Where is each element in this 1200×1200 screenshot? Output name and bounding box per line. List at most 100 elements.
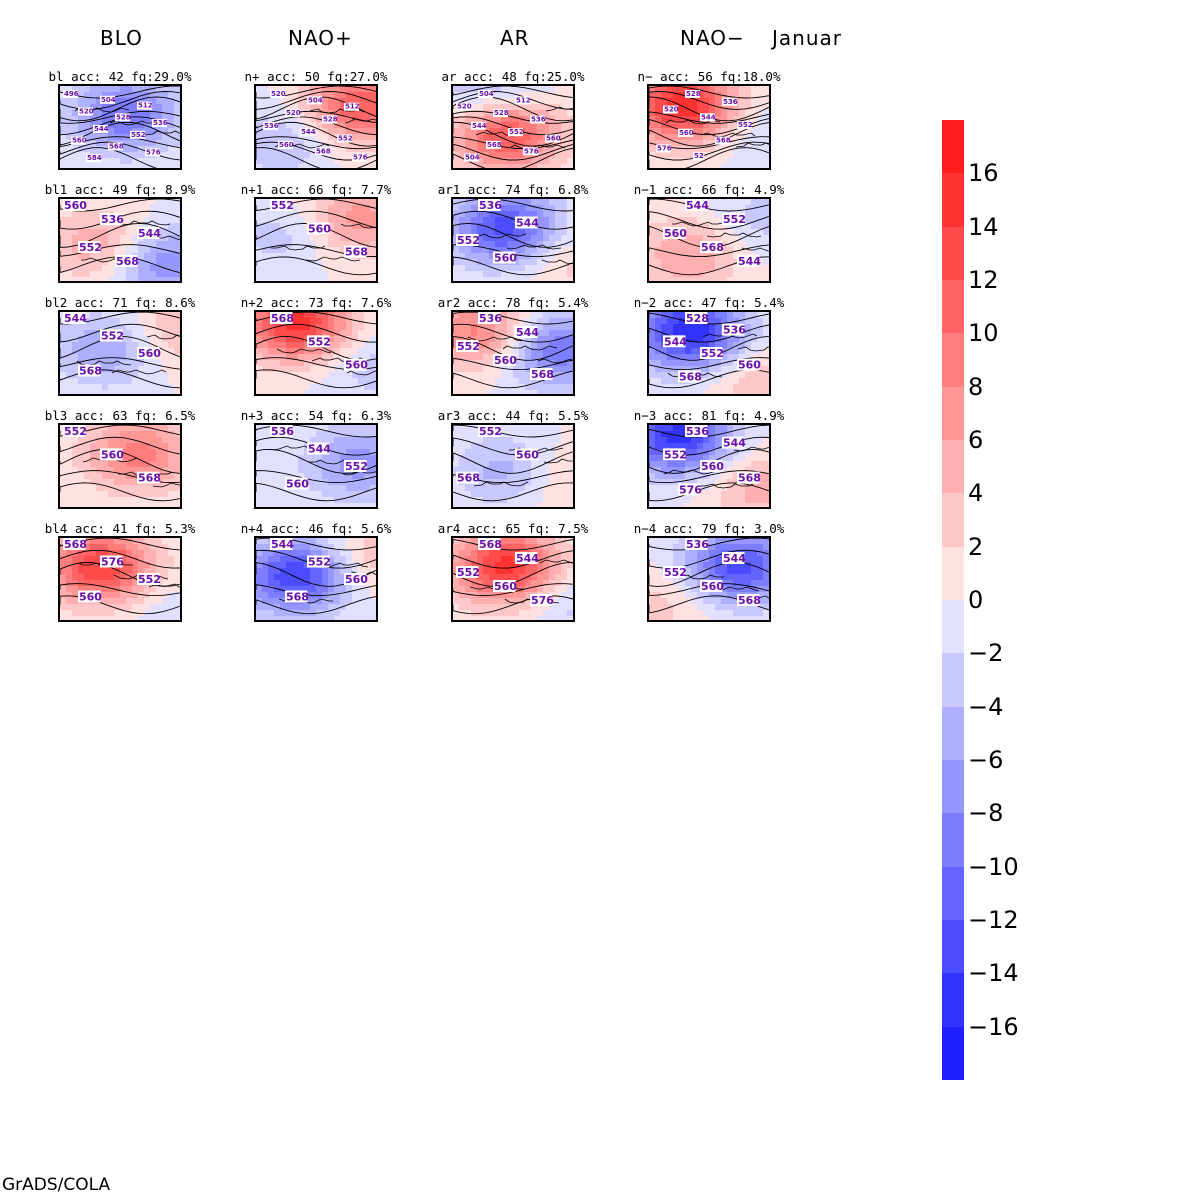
anomaly-cell bbox=[174, 140, 180, 147]
anomaly-cell bbox=[298, 443, 305, 450]
anomaly-cell bbox=[340, 211, 347, 218]
anomaly-cell bbox=[262, 146, 269, 153]
anomaly-cell bbox=[144, 134, 151, 141]
anomaly-cell bbox=[286, 122, 293, 129]
anomaly-cell bbox=[138, 277, 145, 281]
geopotential-contour bbox=[60, 91, 180, 110]
anomaly-cell bbox=[78, 491, 85, 498]
contour-label: 552 bbox=[137, 573, 161, 586]
anomaly-cell bbox=[90, 616, 97, 620]
anomaly-cell bbox=[334, 247, 341, 254]
anomaly-cell bbox=[120, 544, 127, 551]
anomaly-cell bbox=[78, 503, 85, 507]
anomaly-cell bbox=[280, 229, 287, 236]
anomaly-cell bbox=[268, 503, 275, 507]
anomaly-cell bbox=[328, 431, 335, 438]
anomaly-cell bbox=[280, 610, 287, 617]
anomaly-cell bbox=[549, 342, 556, 349]
anomaly-cell bbox=[286, 568, 293, 575]
anomaly-cell bbox=[256, 366, 263, 373]
anomaly-cell bbox=[126, 140, 133, 147]
anomaly-cell bbox=[156, 336, 163, 343]
anomaly-cell bbox=[364, 259, 371, 266]
anomaly-cell bbox=[120, 247, 127, 254]
anomaly-cell bbox=[328, 437, 335, 444]
anomaly-cell bbox=[144, 360, 151, 367]
anomaly-cell bbox=[543, 485, 550, 492]
anomaly-cell bbox=[531, 235, 538, 242]
anomaly-cell bbox=[346, 259, 353, 266]
anomaly-cell bbox=[453, 247, 460, 254]
anomaly-cell bbox=[495, 461, 502, 468]
anomaly-cell bbox=[358, 336, 365, 343]
anomaly-cell bbox=[84, 223, 91, 230]
anomaly-cell bbox=[364, 104, 371, 111]
anomaly-cell bbox=[489, 330, 496, 337]
anomaly-cell bbox=[340, 586, 347, 593]
anomaly-cell bbox=[156, 271, 163, 278]
anomaly-cell bbox=[126, 360, 133, 367]
anomaly-cell bbox=[501, 86, 508, 93]
anomaly-cell bbox=[561, 443, 568, 450]
anomaly-cell bbox=[102, 467, 109, 474]
anomaly-cell bbox=[340, 443, 347, 450]
anomaly-cell bbox=[322, 241, 329, 248]
anomaly-cell bbox=[60, 378, 67, 385]
anomaly-cell bbox=[114, 580, 121, 587]
anomaly-cell bbox=[352, 491, 359, 498]
anomaly-cell bbox=[268, 217, 275, 224]
anomaly-cell bbox=[531, 616, 538, 620]
anomaly-cell bbox=[489, 384, 496, 391]
anomaly-cell bbox=[114, 247, 121, 254]
anomaly-cell bbox=[114, 205, 121, 212]
anomaly-cell bbox=[132, 330, 139, 337]
anomaly-cell bbox=[168, 253, 175, 260]
anomaly-cell bbox=[60, 610, 67, 617]
anomaly-cell bbox=[364, 158, 371, 165]
anomaly-cell bbox=[477, 598, 484, 605]
anomaly-cell bbox=[60, 616, 67, 620]
geopotential-contour bbox=[453, 482, 573, 502]
anomaly-cell bbox=[519, 312, 526, 319]
anomaly-cell bbox=[60, 217, 67, 224]
anomaly-cell bbox=[471, 223, 478, 230]
anomaly-cell bbox=[709, 92, 716, 99]
anomaly-cell bbox=[304, 568, 311, 575]
anomaly-cell bbox=[757, 86, 764, 93]
anomaly-cell bbox=[150, 372, 157, 379]
anomaly-cell bbox=[513, 259, 520, 266]
anomaly-cell bbox=[453, 467, 460, 474]
anomaly-cell bbox=[352, 598, 359, 605]
anomaly-cell bbox=[132, 152, 139, 159]
anomaly-cell bbox=[537, 259, 544, 266]
anomaly-cell bbox=[126, 205, 133, 212]
anomaly-cell bbox=[531, 164, 538, 168]
anomaly-cell bbox=[108, 265, 115, 272]
anomaly-cell bbox=[328, 354, 335, 361]
anomaly-cell bbox=[66, 360, 73, 367]
anomaly-cell bbox=[537, 336, 544, 343]
anomaly-cell bbox=[483, 467, 490, 474]
anomaly-cell bbox=[102, 253, 109, 260]
anomaly-cell bbox=[370, 580, 376, 587]
anomaly-cell bbox=[60, 235, 67, 242]
contour-label: 552 bbox=[456, 566, 480, 579]
anomaly-cell bbox=[352, 354, 359, 361]
anomaly-cell bbox=[555, 259, 562, 266]
anomaly-cell bbox=[328, 152, 335, 159]
anomaly-cell bbox=[322, 568, 329, 575]
anomaly-cell bbox=[274, 146, 281, 153]
anomaly-cell bbox=[108, 277, 115, 281]
anomaly-cell bbox=[60, 360, 67, 367]
anomaly-cell bbox=[280, 277, 287, 281]
anomaly-cell bbox=[352, 259, 359, 266]
anomaly-cell bbox=[495, 550, 502, 557]
geopotential-contour bbox=[453, 538, 573, 551]
anomaly-cell bbox=[328, 455, 335, 462]
anomaly-cell bbox=[358, 324, 365, 331]
anomaly-cell bbox=[274, 366, 281, 373]
anomaly-cell bbox=[78, 449, 85, 456]
anomaly-cell bbox=[340, 92, 347, 99]
anomaly-cell bbox=[174, 592, 180, 599]
anomaly-cell bbox=[501, 425, 508, 432]
